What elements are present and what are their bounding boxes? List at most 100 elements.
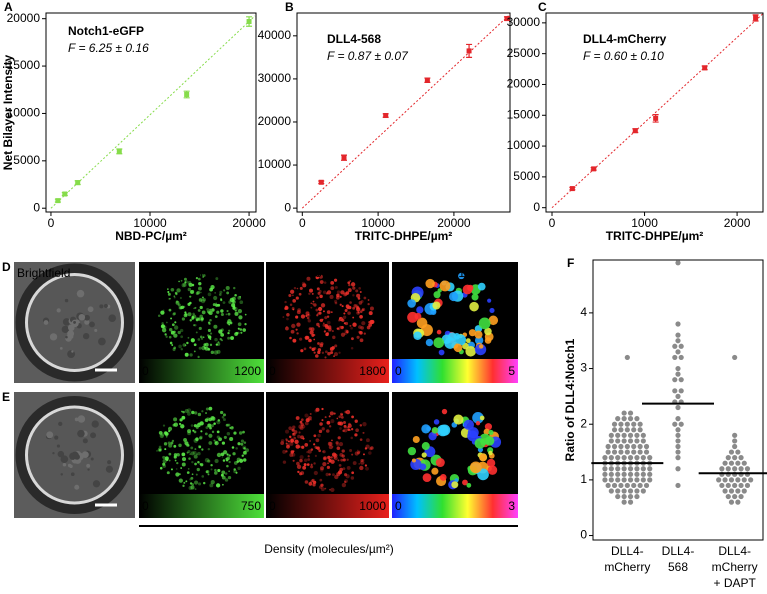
panel-label: A bbox=[4, 0, 13, 14]
signal bbox=[183, 481, 186, 484]
signal bbox=[184, 281, 187, 284]
colorbar-min: 0 bbox=[142, 499, 149, 513]
signal bbox=[295, 296, 299, 300]
colorbar-max: 5 bbox=[508, 364, 515, 378]
signal bbox=[197, 338, 201, 341]
signal bbox=[324, 416, 327, 419]
signal bbox=[293, 436, 297, 440]
signal bbox=[194, 448, 197, 451]
dot bbox=[732, 432, 738, 438]
signal bbox=[314, 409, 318, 413]
signal bbox=[306, 463, 309, 466]
signal bbox=[204, 342, 209, 347]
signal bbox=[290, 329, 295, 334]
signal bbox=[226, 453, 229, 456]
signal bbox=[231, 446, 235, 449]
signal bbox=[488, 450, 493, 456]
texture bbox=[91, 420, 99, 428]
texture bbox=[62, 318, 71, 326]
signal bbox=[331, 346, 335, 350]
signal bbox=[332, 335, 336, 340]
signal bbox=[215, 343, 218, 346]
signal bbox=[359, 310, 363, 313]
signal bbox=[189, 453, 192, 456]
signal bbox=[178, 422, 182, 426]
signal bbox=[163, 442, 168, 446]
signal bbox=[168, 430, 171, 433]
texture bbox=[58, 421, 63, 427]
signal bbox=[223, 435, 227, 439]
dot bbox=[624, 421, 630, 427]
y-tick-label: 10000 bbox=[258, 157, 292, 171]
dot bbox=[621, 499, 627, 505]
signal bbox=[226, 309, 229, 313]
signal bbox=[317, 350, 321, 355]
signal bbox=[351, 337, 354, 341]
signal bbox=[217, 303, 221, 307]
signal bbox=[453, 414, 464, 425]
signal bbox=[322, 290, 327, 294]
signal bbox=[226, 291, 230, 295]
signal bbox=[325, 332, 329, 337]
signal bbox=[233, 286, 236, 290]
signal bbox=[231, 303, 236, 308]
signal bbox=[221, 415, 225, 419]
texture bbox=[68, 352, 71, 355]
signal bbox=[208, 322, 211, 325]
signal bbox=[322, 450, 326, 454]
signal bbox=[351, 471, 355, 475]
point bbox=[383, 113, 389, 119]
texture bbox=[67, 330, 75, 338]
signal bbox=[369, 306, 374, 311]
signal bbox=[352, 461, 357, 465]
signal bbox=[359, 465, 364, 471]
signal bbox=[189, 478, 192, 481]
signal bbox=[300, 471, 305, 476]
signal bbox=[368, 451, 372, 455]
texture bbox=[98, 337, 106, 346]
signal bbox=[313, 346, 317, 350]
dot bbox=[611, 449, 618, 455]
signal bbox=[331, 445, 334, 448]
texture bbox=[84, 314, 90, 321]
signal bbox=[180, 279, 183, 282]
signal bbox=[356, 335, 360, 339]
signal bbox=[181, 410, 183, 413]
signal bbox=[336, 296, 339, 298]
signal bbox=[308, 416, 312, 420]
dot bbox=[728, 488, 735, 494]
signal bbox=[209, 343, 213, 347]
signal bbox=[327, 441, 332, 446]
dot bbox=[738, 455, 744, 461]
signal bbox=[224, 478, 229, 482]
signal bbox=[209, 318, 212, 322]
signal bbox=[221, 475, 226, 480]
signal bbox=[357, 449, 359, 452]
signal bbox=[358, 462, 361, 465]
signal bbox=[333, 355, 335, 358]
signal bbox=[352, 322, 357, 327]
signal bbox=[320, 483, 324, 487]
signal bbox=[181, 452, 186, 457]
signal bbox=[223, 418, 226, 422]
signal bbox=[184, 352, 189, 357]
signal bbox=[218, 437, 222, 442]
signal bbox=[370, 446, 374, 450]
signal bbox=[356, 293, 361, 298]
chart-title: DLL4-mCherry bbox=[583, 32, 667, 46]
dot bbox=[675, 449, 681, 455]
signal bbox=[223, 289, 226, 292]
signal bbox=[228, 323, 231, 326]
signal bbox=[309, 412, 312, 415]
signal bbox=[306, 451, 309, 454]
signal bbox=[298, 424, 303, 429]
signal bbox=[188, 457, 191, 460]
point bbox=[466, 48, 472, 54]
signal bbox=[175, 468, 178, 470]
signal bbox=[469, 461, 482, 474]
image-title: Notch1-eGFP bbox=[142, 266, 215, 280]
signal bbox=[238, 315, 243, 320]
signal bbox=[180, 348, 183, 351]
signal bbox=[217, 468, 221, 473]
signal bbox=[487, 465, 498, 475]
